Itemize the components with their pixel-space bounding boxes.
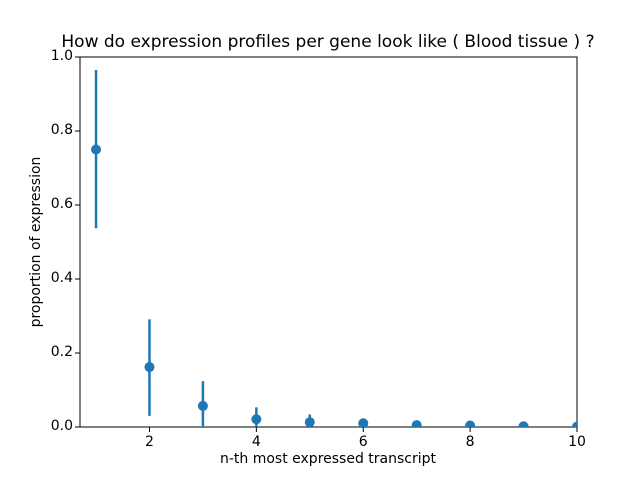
plot-spines — [79, 56, 578, 428]
data-point-marker — [144, 362, 155, 373]
y-tick-label: 0.6 — [50, 196, 73, 212]
x-tick-label: 6 — [358, 434, 368, 450]
y-tick-label: 0.8 — [50, 122, 73, 138]
y-tick-label: 0.0 — [50, 418, 73, 434]
x-tick-label: 10 — [568, 434, 586, 450]
data-series — [91, 69, 577, 427]
data-point-marker — [304, 417, 315, 427]
y-tick-label: 0.2 — [50, 344, 73, 360]
chart-title: How do expression profiles per gene look… — [61, 32, 595, 52]
data-point-marker — [251, 414, 262, 425]
y-tick-label: 0.4 — [50, 270, 73, 286]
data-point-marker — [197, 400, 208, 411]
data-point-marker — [411, 420, 422, 427]
data-point-marker — [465, 420, 476, 427]
x-tick-label: 4 — [251, 434, 261, 450]
data-point-marker — [91, 144, 102, 155]
x-tick-label: 2 — [145, 434, 154, 450]
data-point-marker — [358, 418, 369, 427]
x-tick-label: 8 — [465, 434, 475, 450]
y-tick-label: 1.0 — [50, 48, 73, 64]
x-axis-label: n-th most expressed transcript — [219, 451, 437, 467]
data-point-marker — [518, 421, 529, 427]
y-axis-label: proportion of expression — [28, 156, 44, 328]
data-point-marker — [572, 421, 577, 427]
